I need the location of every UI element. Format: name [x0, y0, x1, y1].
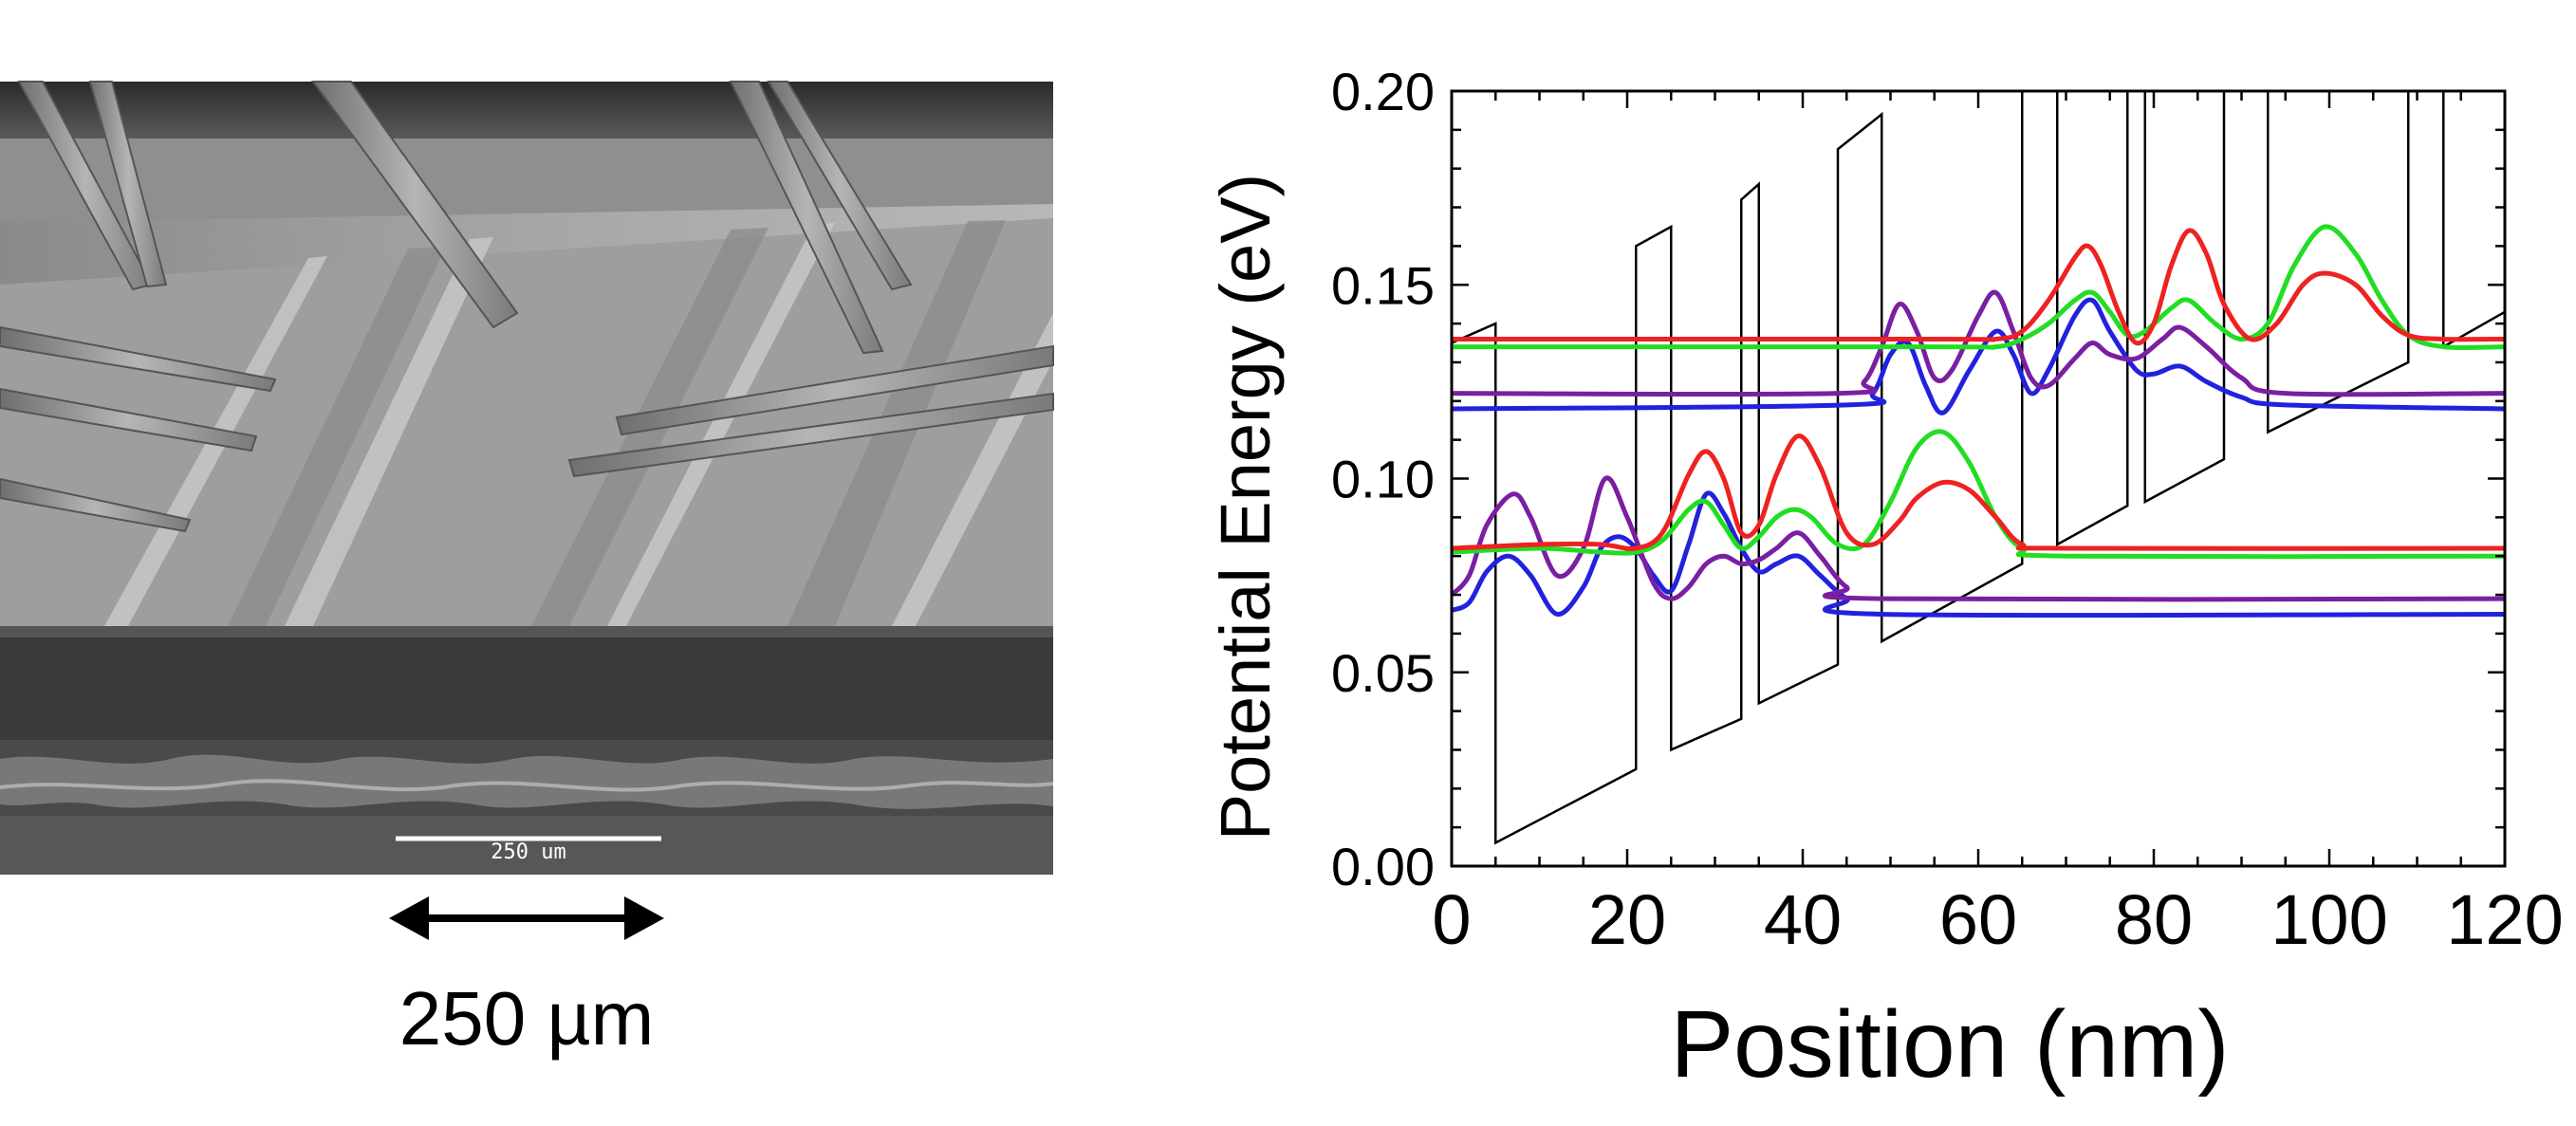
scale-label: 250 µm — [399, 976, 654, 1061]
y-tick-label: 0.20 — [1331, 62, 1435, 121]
wavefunction-layer — [1452, 224, 2505, 618]
y-tick-label: 0.15 — [1331, 255, 1435, 315]
series-line-3 — [1452, 289, 2505, 397]
x-tick-label: 80 — [2115, 880, 2193, 959]
series-line-1 — [1452, 297, 2505, 415]
sem-scale-bar-text: 250 um — [491, 840, 565, 864]
y-axis-label: Potential Energy (eV) — [1206, 174, 1285, 840]
x-axis-label: Position (nm) — [1670, 991, 2229, 1098]
x-tick-label: 40 — [1764, 880, 1842, 959]
x-tick-label: 120 — [2446, 880, 2563, 959]
scale-arrow — [389, 896, 664, 940]
series-line-0 — [1452, 490, 2505, 618]
x-tick-label: 0 — [1432, 880, 1471, 959]
band-edge-line — [1452, 91, 2505, 845]
series-line-7 — [1452, 228, 2505, 346]
x-axis: 0 20 40 60 80 100 120 — [1432, 91, 2564, 959]
x-tick-label: 100 — [2270, 880, 2387, 959]
y-tick-label: 0.00 — [1331, 837, 1435, 896]
x-tick-label: 20 — [1588, 880, 1666, 959]
y-tick-label: 0.10 — [1331, 450, 1435, 509]
y-axis: 0.00 0.05 0.10 0.15 0.20 — [1331, 62, 2505, 896]
band-edge-layer — [1452, 91, 2505, 845]
y-tick-label: 0.05 — [1331, 643, 1435, 703]
series-line-2 — [1452, 475, 2505, 602]
sem-micrograph-panel: 250 um 250 µm — [0, 81, 1054, 1061]
series-line-5 — [1452, 224, 2505, 351]
x-tick-label: 60 — [1939, 880, 2017, 959]
series-line-6 — [1452, 434, 2505, 551]
sem-image — [0, 81, 1054, 875]
